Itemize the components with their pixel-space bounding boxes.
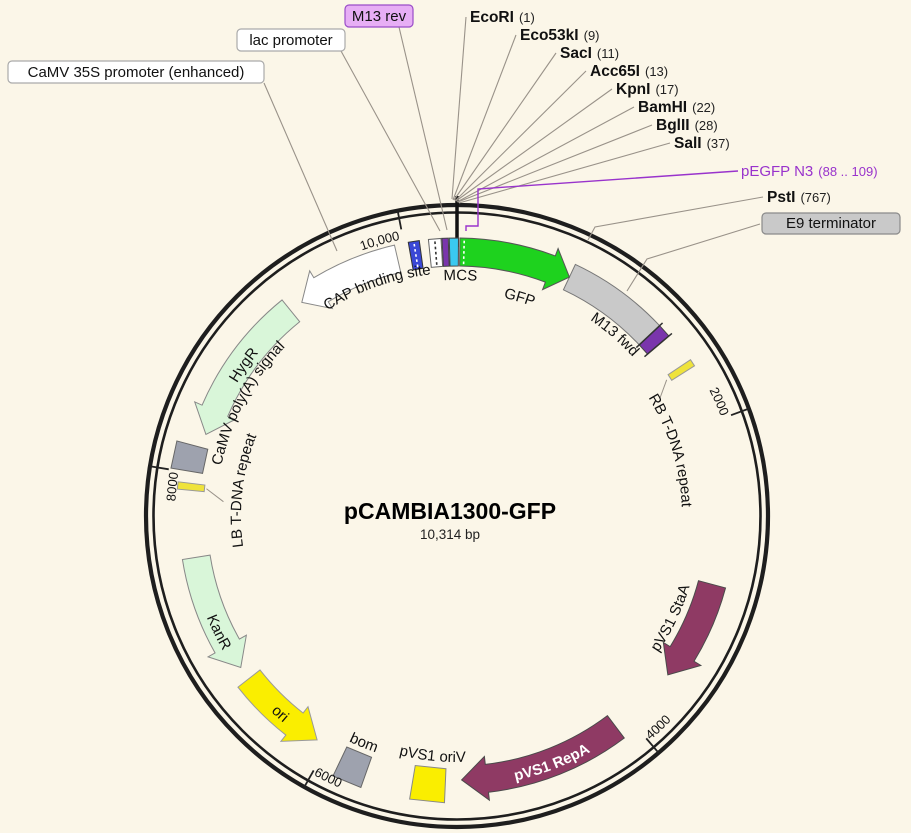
feature-white-segment-dash <box>434 240 438 265</box>
enzyme-position: (22) <box>692 100 715 115</box>
m13fwd-end-tick-1 <box>643 332 673 358</box>
leader-callout-3 <box>626 223 761 292</box>
m13fwd-end-tick-0 <box>635 322 664 349</box>
leader-enzyme-bglii <box>457 124 653 203</box>
feature-pvs1-repa[interactable] <box>460 714 626 802</box>
lb-label-stub <box>206 488 224 503</box>
scale-tick-2000 <box>730 407 750 417</box>
feature-camv-polya-signal[interactable] <box>170 440 209 474</box>
feature-ori[interactable] <box>237 669 318 742</box>
plasmid-title: pCAMBIA1300-GFP <box>344 498 556 524</box>
callout-e9-terminator-label: E9 terminator <box>786 215 876 232</box>
feature-hygr[interactable] <box>193 299 301 436</box>
enzyme-position: (17) <box>655 82 678 97</box>
feature-gfp-dash <box>462 240 466 265</box>
callout-e9-terminator-box[interactable] <box>761 212 901 235</box>
feature-m13-rev-primer[interactable] <box>441 237 450 267</box>
feature-bom[interactable] <box>332 746 373 789</box>
callout-camv-35s-promoter-enhanced--box[interactable] <box>7 60 265 84</box>
enzyme-label-psti[interactable]: PstI (767) <box>767 189 831 206</box>
enzyme-label-acc65i[interactable]: Acc65I (13) <box>590 63 668 80</box>
enzyme-label-eco53ki[interactable]: Eco53kI (9) <box>520 27 600 44</box>
feature-pvs1-oriv[interactable] <box>409 764 447 804</box>
enzyme-label-kpni[interactable]: KpnI (17) <box>616 81 679 98</box>
feature-kanr[interactable] <box>181 554 248 669</box>
callout-lac-promoter-label: lac promoter <box>249 32 332 49</box>
leader-enzyme-saci <box>453 52 557 201</box>
enzyme-name: SacI <box>560 45 592 62</box>
leader-enzyme-psti <box>587 196 764 241</box>
enzyme-name: Eco53kI <box>520 27 579 44</box>
enzyme-label-saci[interactable]: SacI (11) <box>560 45 619 62</box>
callout-m13-rev-label: M13 rev <box>352 8 407 25</box>
primer-label-pegfp-n3[interactable]: pEGFP N3 (88 .. 109) <box>741 163 878 180</box>
feature-mcs[interactable] <box>448 237 459 267</box>
leader-callout-2 <box>263 82 338 252</box>
enzyme-position: (9) <box>584 28 600 43</box>
enzyme-position: (28) <box>695 118 718 133</box>
feature-camv-35s-promoter[interactable] <box>301 244 402 310</box>
callout-lac-promoter-box[interactable] <box>236 28 346 52</box>
scale-tick-4000 <box>645 737 660 754</box>
enzyme-name: Acc65I <box>590 63 640 80</box>
pegfp-n3-bracket <box>465 170 739 231</box>
feature-blue-segment-dash <box>413 243 419 268</box>
enzyme-position: (13) <box>645 64 668 79</box>
enzyme-label-ecori[interactable]: EcoRI (1) <box>470 9 535 26</box>
enzyme-position: (37) <box>707 136 730 151</box>
enzyme-position: (767) <box>800 190 830 205</box>
scale-tick-8000 <box>149 465 169 471</box>
curved-label-mcs-text: MCS <box>443 267 478 285</box>
feature-gfp[interactable] <box>459 237 571 291</box>
leader-enzyme-sali <box>458 142 671 204</box>
enzyme-label-bamhi[interactable]: BamHI (22) <box>638 99 715 116</box>
primer-position: (88 .. 109) <box>818 164 877 179</box>
leader-enzyme-bamhi <box>456 106 635 203</box>
leader-enzyme-kpni <box>455 88 613 202</box>
enzyme-position: (1) <box>519 10 535 25</box>
plasmid-size: 10,314 bp <box>420 527 480 542</box>
callout-camv-35s-promoter-enhanced--label: CaMV 35S promoter (enhanced) <box>28 64 245 81</box>
feature-pvs1-staa[interactable] <box>662 580 727 676</box>
feature-rb-tdna-repeat[interactable] <box>667 358 696 381</box>
leader-enzyme-ecori <box>451 16 467 200</box>
enzyme-name: BglII <box>656 117 690 134</box>
curved-label-mcs[interactable]: MCS <box>443 267 478 285</box>
enzyme-label-bglii[interactable]: BglII (28) <box>656 117 718 134</box>
enzyme-name: PstI <box>767 189 795 206</box>
scale-tick-6000 <box>303 769 315 788</box>
primer-name: pEGFP N3 <box>741 163 813 180</box>
enzyme-name: SalI <box>674 135 702 152</box>
enzyme-name: KpnI <box>616 81 650 98</box>
enzyme-position: (11) <box>597 46 619 61</box>
enzyme-name: BamHI <box>638 99 687 116</box>
leader-callout-1 <box>340 50 441 232</box>
enzyme-name: EcoRI <box>470 9 514 26</box>
leader-enzyme-eco53ki <box>452 34 517 201</box>
leader-callout-0 <box>398 26 448 231</box>
callout-m13-rev-box[interactable] <box>344 4 414 28</box>
scale-tick-10000 <box>396 210 403 230</box>
tick-label-8000[interactable]: 8000 <box>163 471 181 502</box>
feature-lb-tdna-repeat[interactable] <box>176 481 206 493</box>
leader-enzyme-acc65i <box>454 70 587 202</box>
enzyme-label-sali[interactable]: SalI (37) <box>674 135 730 152</box>
rb-label-stub <box>659 379 668 400</box>
tick-label-8000-text: 8000 <box>163 471 181 502</box>
